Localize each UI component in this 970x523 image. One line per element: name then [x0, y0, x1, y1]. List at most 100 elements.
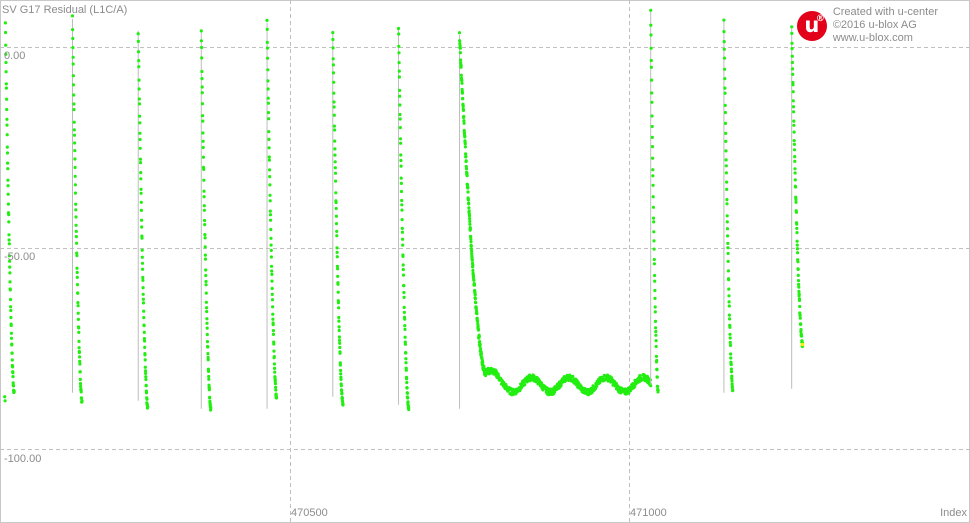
data-point [458, 39, 462, 43]
data-point [268, 199, 272, 203]
data-point [6, 161, 10, 165]
data-point [5, 123, 9, 127]
data-point [141, 301, 146, 305]
data-point [335, 255, 339, 259]
data-point [652, 257, 656, 262]
data-point [334, 191, 338, 195]
data-point [729, 370, 734, 374]
data-point [12, 390, 16, 394]
data-point [653, 288, 657, 293]
data-point [792, 142, 797, 146]
data-point [146, 405, 150, 409]
data-point [791, 67, 795, 71]
data-point [793, 159, 797, 163]
data-point [138, 131, 142, 135]
data-point [79, 390, 83, 394]
data-point [652, 220, 656, 224]
data-point [795, 247, 800, 251]
watermark-line-1: Created with u-center [832, 6, 938, 18]
data-point [656, 384, 660, 389]
data-point [207, 374, 211, 379]
data-point [201, 119, 205, 123]
data-point [650, 91, 654, 95]
data-point [727, 304, 731, 308]
data-point [479, 352, 483, 356]
data-point [4, 43, 8, 47]
data-point [400, 218, 404, 222]
data-point [331, 71, 336, 75]
y-tick-label-0: 0.00 [4, 50, 26, 62]
data-point [458, 51, 462, 55]
data-point [207, 388, 211, 392]
data-point [76, 291, 80, 295]
data-point [799, 328, 803, 332]
data-point [397, 51, 401, 55]
data-point [140, 225, 144, 229]
data-point [724, 164, 728, 168]
data-point [723, 110, 728, 115]
data-point [725, 187, 729, 191]
data-point [338, 345, 342, 350]
data-point [138, 121, 142, 125]
data-point [71, 62, 75, 66]
data-point [333, 153, 337, 157]
data-point [726, 246, 730, 250]
data-point [655, 368, 659, 372]
data-point [728, 332, 732, 336]
data-point [655, 358, 659, 363]
data-point [203, 218, 207, 223]
data-point [200, 45, 204, 50]
data-point [464, 152, 468, 156]
data-point [724, 158, 728, 162]
data-point [204, 300, 208, 304]
data-point [405, 386, 409, 390]
data-point [794, 195, 798, 199]
data-point [472, 283, 477, 287]
data-point [791, 105, 796, 109]
data-point [728, 336, 732, 340]
u-center-watermark: u ® Created with u-center ©2016 u-blox AG… [796, 6, 938, 45]
data-point [794, 197, 798, 202]
data-point [9, 305, 13, 309]
data-point [398, 117, 402, 121]
data-point [78, 355, 82, 359]
data-point [340, 391, 344, 395]
data-point [468, 219, 472, 223]
data-point [400, 208, 404, 212]
data-point [201, 139, 205, 143]
data-point [144, 375, 148, 379]
data-point [336, 267, 340, 271]
data-point [137, 59, 141, 63]
data-point [205, 340, 210, 344]
data-point [270, 292, 274, 296]
data-point [338, 351, 342, 355]
data-point [400, 226, 404, 230]
data-point [792, 148, 797, 152]
data-point [722, 30, 726, 34]
data-point [266, 68, 270, 72]
data-point [76, 311, 80, 315]
data-point [403, 324, 407, 328]
data-point [398, 112, 402, 117]
data-point [402, 284, 406, 288]
data-point [397, 44, 401, 48]
data-point [274, 385, 278, 389]
data-point [4, 82, 8, 86]
data-point [730, 386, 735, 390]
y-tick-label-2: -100.00 [4, 453, 42, 465]
data-point [9, 308, 13, 313]
data-point [270, 269, 274, 273]
data-point [650, 100, 654, 104]
data-point [270, 264, 274, 268]
data-point [5, 117, 9, 121]
data-point [266, 111, 271, 115]
data-point [792, 110, 796, 114]
data-point [267, 117, 271, 121]
data-point [75, 275, 79, 279]
data-point [8, 271, 12, 275]
data-point [725, 198, 729, 202]
data-point [649, 384, 653, 388]
data-point [729, 362, 733, 367]
data-point [474, 301, 478, 305]
